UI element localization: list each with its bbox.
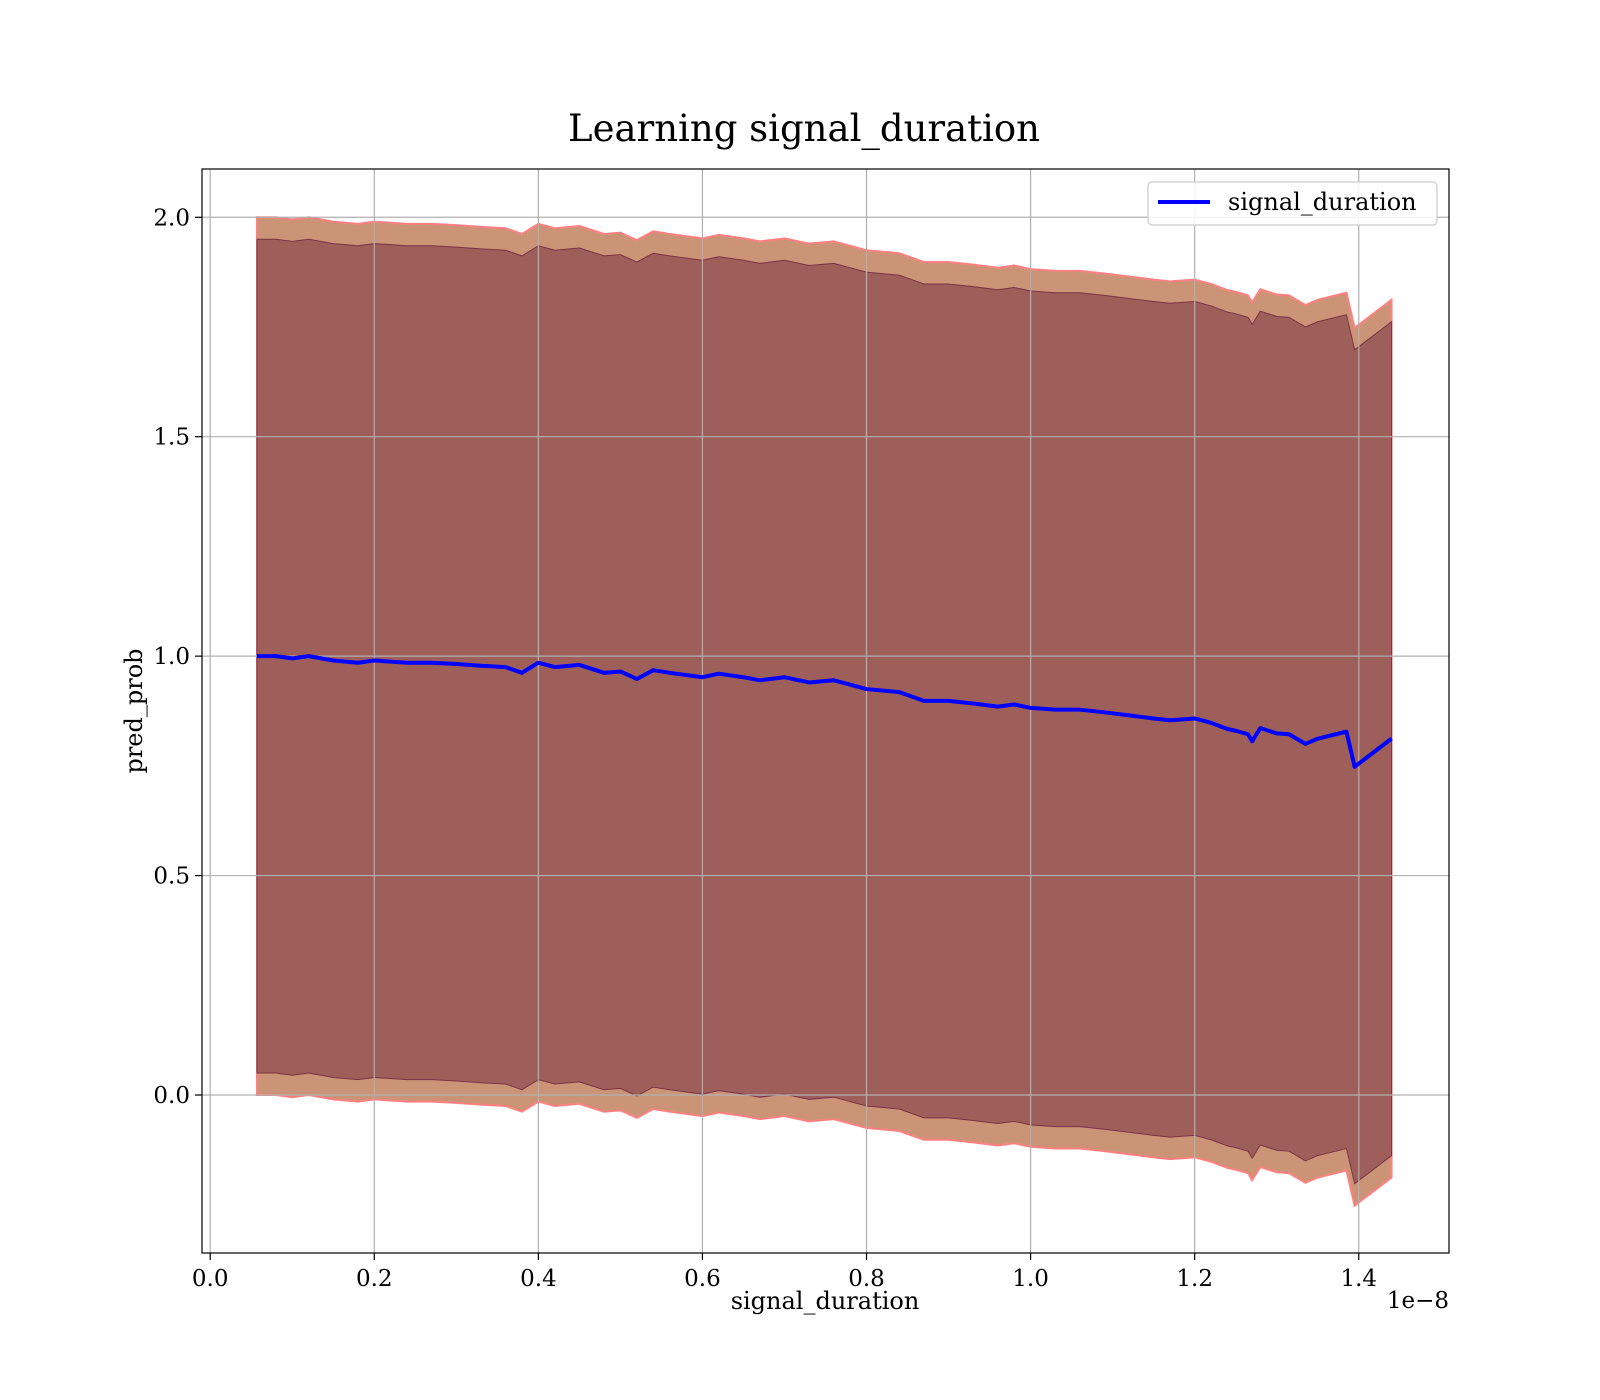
inner-confidence-band [256, 238, 1393, 1185]
y-tick-label: 1.5 [153, 425, 190, 451]
plot-frame [201, 168, 1450, 1254]
y-tick-label: 0.0 [153, 1083, 190, 1109]
y-axis-label: pred_prob [120, 648, 148, 773]
x-tick-label: 1.2 [1176, 1266, 1213, 1292]
x-axis-offset-label: 1e−8 [1387, 1288, 1449, 1314]
x-tick-label: 0.4 [520, 1266, 557, 1292]
y-tick-label: 2.0 [153, 205, 190, 231]
legend-entry-label: signal_duration [1228, 188, 1417, 216]
legend: signal_duration [1147, 181, 1438, 226]
legend-box [1147, 181, 1438, 226]
grid-lines [202, 169, 1449, 1253]
x-axis-ticks: 0.0 0.2 0.4 0.6 0.8 1.0 1.2 1.4 [192, 1253, 1377, 1292]
x-tick-label: 1.0 [1012, 1266, 1049, 1292]
y-axis-ticks: 0.0 0.5 1.0 1.5 2.0 [153, 205, 202, 1109]
y-tick-label: 1.0 [153, 644, 190, 670]
data-series [256, 654, 1393, 769]
x-tick-label: 0.0 [192, 1266, 229, 1292]
y-tick-label: 0.5 [153, 864, 190, 890]
plot-area [201, 168, 1450, 1254]
uncertainty-bands [255, 216, 1393, 1208]
x-tick-label: 0.6 [684, 1266, 721, 1292]
x-tick-label: 0.8 [848, 1266, 885, 1292]
x-tick-label: 1.4 [1340, 1266, 1377, 1292]
x-tick-label: 0.2 [356, 1266, 393, 1292]
series-line-signal-duration [256, 654, 1393, 769]
x-axis-label: signal_duration [731, 1287, 920, 1315]
chart-title: Learning signal_duration [568, 107, 1040, 151]
